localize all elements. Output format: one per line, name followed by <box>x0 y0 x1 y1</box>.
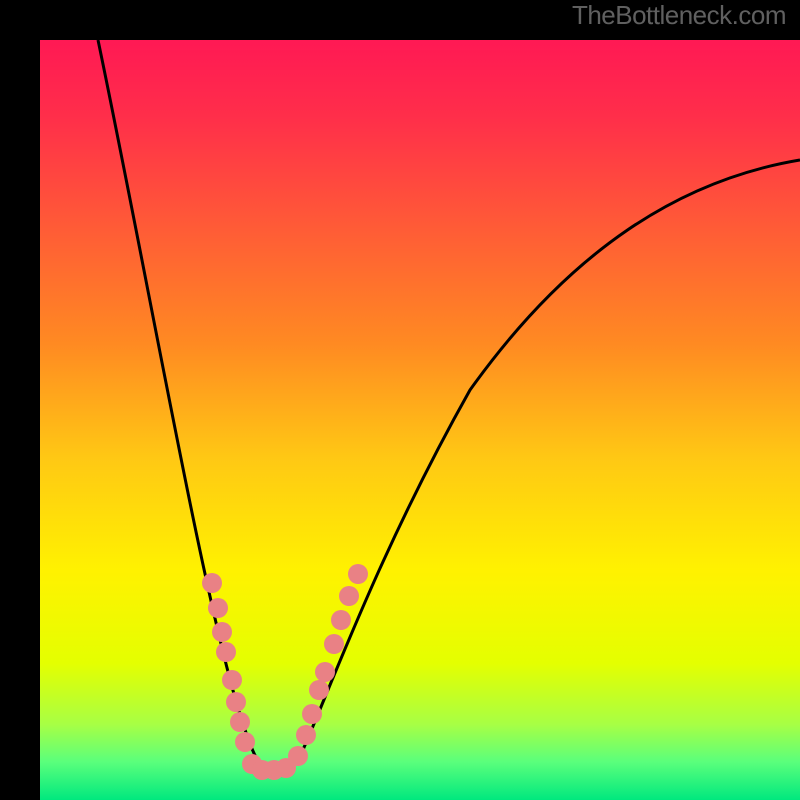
curve-marker <box>296 725 316 745</box>
bottleneck-curve <box>98 40 800 771</box>
curve-marker <box>348 564 368 584</box>
curve-marker <box>324 634 344 654</box>
curve-marker <box>230 712 250 732</box>
watermark-text: TheBottleneck.com <box>572 0 786 31</box>
curve-marker <box>222 670 242 690</box>
curve-marker <box>339 586 359 606</box>
plot-area <box>40 40 800 800</box>
curve-marker <box>315 662 335 682</box>
marker-group <box>202 564 368 780</box>
curve-marker <box>208 598 228 618</box>
curve-marker <box>212 622 232 642</box>
curve-overlay <box>40 40 800 800</box>
figure-frame: TheBottleneck.com <box>0 0 800 800</box>
curve-marker <box>302 704 322 724</box>
curve-marker <box>309 680 329 700</box>
curve-marker <box>288 746 308 766</box>
curve-marker <box>202 573 222 593</box>
curve-marker <box>216 642 236 662</box>
curve-marker <box>331 610 351 630</box>
curve-marker <box>235 732 255 752</box>
curve-marker <box>226 692 246 712</box>
